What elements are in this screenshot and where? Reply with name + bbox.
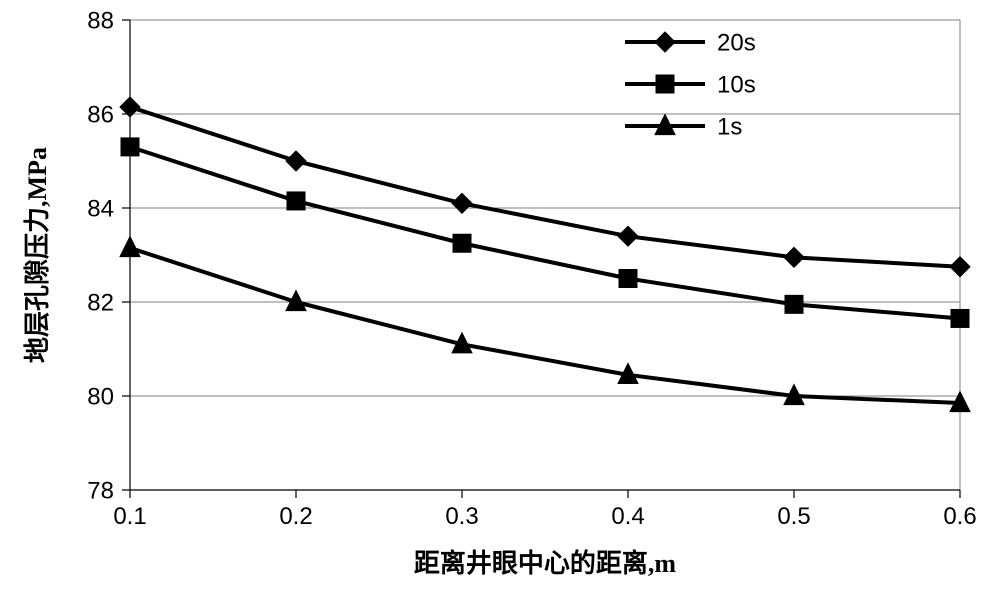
y-tick-label: 78 [87, 477, 114, 504]
chart-container: 0.1 0.2 0.3 0.4 0.5 0.6 78 80 82 84 86 88 距离井眼中心的距离,… [0, 0, 1000, 596]
x-tick-label: 0.2 [279, 503, 312, 530]
pressure-distance-chart: 0.1 0.2 0.3 0.4 0.5 0.6 78 80 82 84 86 88 距离井眼中心的距离,… [0, 0, 1000, 596]
legend-label: 10s [717, 71, 756, 98]
x-tick-label: 0.1 [113, 503, 146, 530]
square-marker [619, 270, 637, 288]
square-marker [287, 192, 305, 210]
y-tick-label: 88 [87, 7, 114, 34]
y-tick-label: 86 [87, 101, 114, 128]
y-axis-label: 地层孔隙压力,MPa [23, 147, 52, 363]
x-tick-label: 0.5 [777, 503, 810, 530]
legend-label: 20s [717, 29, 756, 56]
square-marker [121, 138, 139, 156]
x-axis-label: 距离井眼中心的距离,m [414, 548, 677, 578]
x-tick-label: 0.4 [611, 503, 644, 530]
legend-label: 1s [717, 113, 742, 140]
square-marker [453, 234, 471, 252]
square-marker [785, 295, 803, 313]
chart-background [0, 0, 1000, 596]
square-marker [656, 75, 674, 93]
x-tick-label: 0.6 [943, 503, 976, 530]
y-tick-label: 84 [87, 195, 114, 222]
x-tick-label: 0.3 [445, 503, 478, 530]
square-marker [951, 309, 969, 327]
y-tick-label: 80 [87, 383, 114, 410]
y-tick-label: 82 [87, 289, 114, 316]
